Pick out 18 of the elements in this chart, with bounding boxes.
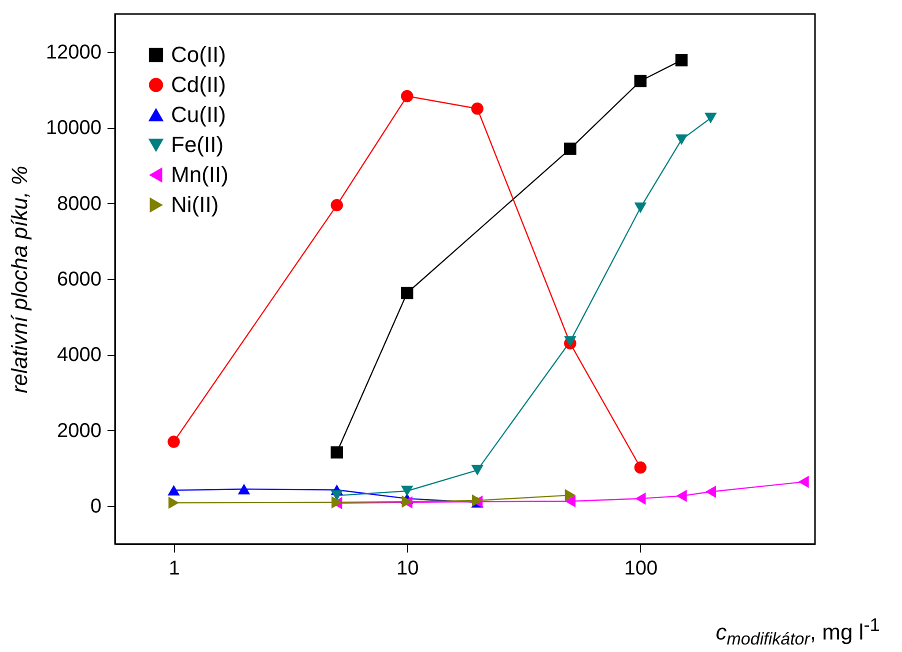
legend-label: Fe(II) xyxy=(171,132,224,157)
x-tick-label: 1 xyxy=(168,558,180,580)
y-tick-label: 10000 xyxy=(46,117,102,140)
legend-label: Cu(II) xyxy=(171,102,226,127)
x-tick-label: 10 xyxy=(396,558,419,580)
legend-label: Cd(II) xyxy=(171,72,226,97)
legend-label: Mn(II) xyxy=(171,162,228,187)
y-tick-label: 8000 xyxy=(57,192,102,215)
y-tick-label: 0 xyxy=(90,496,102,518)
y-tick-label: 12000 xyxy=(46,41,102,64)
y-tick-label: 2000 xyxy=(57,420,102,442)
legend-label: Co(II) xyxy=(171,42,226,67)
x-axis-title: c$_{modifikátor}$, mg l$^{-1}$ xyxy=(716,614,880,650)
y-tick-label: 6000 xyxy=(57,268,102,290)
y-axis-title: relativní plocha píku, % xyxy=(6,166,32,394)
legend-label: Ni(II) xyxy=(171,192,219,217)
x-tick-label: 100 xyxy=(624,558,658,580)
y-tick-label: 4000 xyxy=(57,344,102,366)
